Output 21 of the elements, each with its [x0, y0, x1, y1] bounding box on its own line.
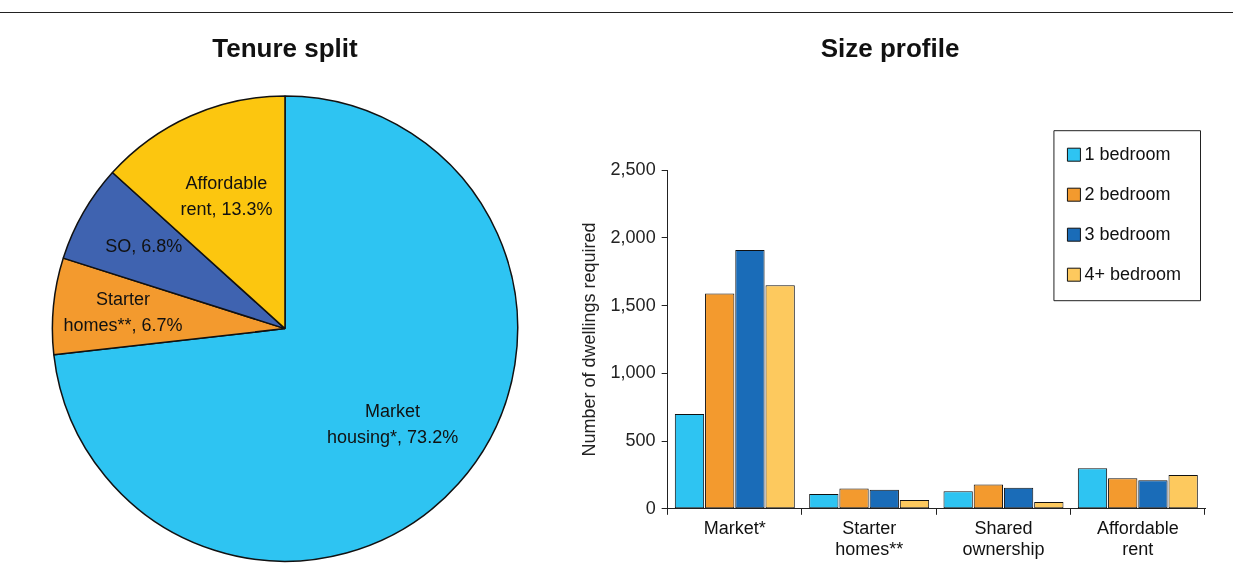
y-tick-label: 500: [625, 430, 656, 451]
x-tick-label: Starter homes**: [835, 517, 904, 560]
legend-label: 1 bedroom: [1084, 144, 1171, 165]
x-tick-label: Shared ownership: [962, 517, 1045, 560]
y-tick-label: 2,500: [610, 159, 656, 180]
x-tick-label: Affordable rent: [1096, 517, 1179, 560]
chart-title: Tenure split: [212, 32, 359, 63]
slice-label: Market housing*, 73.2%: [327, 400, 459, 447]
slice-label: Starter homes**, 6.7%: [63, 288, 183, 335]
legend-label: 4+ bedroom: [1084, 264, 1182, 285]
legend-label: 2 bedroom: [1084, 184, 1171, 205]
y-axis-title: Number of dwellings required: [578, 222, 599, 457]
y-tick-label: 0: [645, 497, 656, 518]
x-tick-label: Market*: [703, 517, 766, 538]
y-tick-label: 1,000: [610, 362, 656, 383]
y-tick-label: 2,000: [610, 226, 656, 247]
slice-label: SO, 6.8%: [105, 236, 183, 257]
slice-label: Affordable rent, 13.3%: [180, 172, 273, 219]
chart-title: Size profile: [820, 32, 960, 63]
y-tick-label: 1,500: [610, 294, 656, 315]
legend-label: 3 bedroom: [1084, 224, 1171, 245]
